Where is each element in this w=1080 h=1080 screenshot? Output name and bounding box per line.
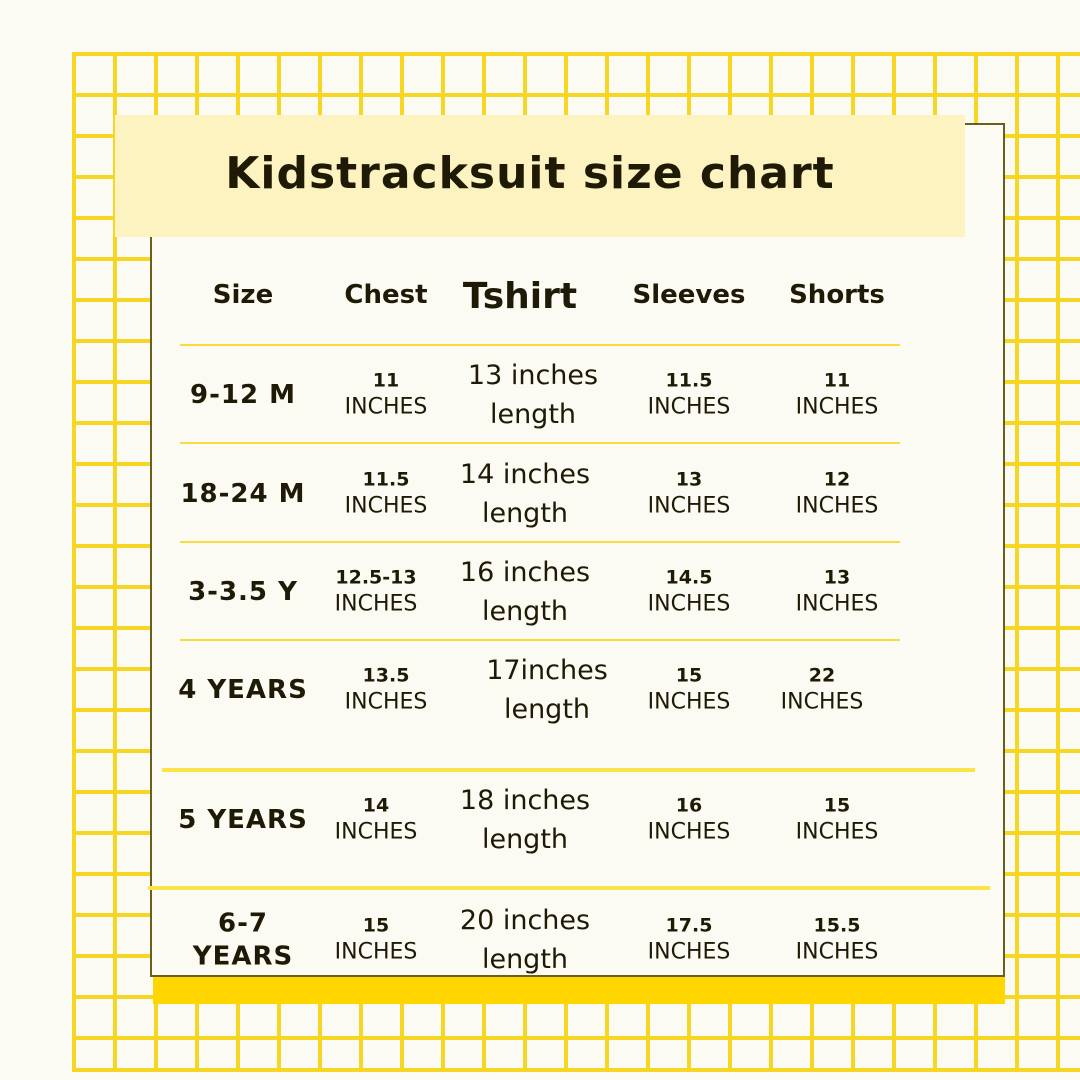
size-cell: 6-7 YEARS xyxy=(193,908,293,973)
sleeves-value: 14.5 xyxy=(665,566,713,589)
shorts-unit: INCHES xyxy=(795,939,879,965)
chest-unit: INCHES xyxy=(334,591,418,617)
chest-value: 14 xyxy=(362,794,390,817)
sleeves-value: 17.5 xyxy=(665,914,713,937)
shorts-cell: 11 INCHES xyxy=(796,369,879,420)
sleeves-cell: 14.5 INCHES xyxy=(648,566,731,617)
row-divider xyxy=(148,886,990,890)
shorts-unit: INCHES xyxy=(795,819,879,845)
chest-cell: 11.5 INCHES xyxy=(345,468,428,519)
shorts-value: 12 xyxy=(823,468,851,491)
chest-unit: INCHES xyxy=(344,493,428,519)
sleeves-unit: INCHES xyxy=(647,493,731,519)
size-label: 5 YEARS xyxy=(178,804,308,835)
chest-cell: 14 INCHES xyxy=(335,794,418,845)
chest-cell: 13.5 INCHES xyxy=(345,664,428,715)
chest-value: 11.5 xyxy=(362,468,410,491)
size-cell: 4 YEARS xyxy=(178,674,308,707)
row-divider xyxy=(180,442,900,444)
chest-unit: INCHES xyxy=(344,689,428,715)
size-label: 6-7 YEARS xyxy=(192,908,294,972)
shorts-value: 13 xyxy=(823,566,851,589)
tshirt-cell: 14 inches length xyxy=(460,455,590,533)
size-label: 3-3.5 Y xyxy=(188,576,298,607)
sleeves-value: 13 xyxy=(675,468,703,491)
tshirt-cell: 13 inches length xyxy=(468,356,598,434)
shorts-value: 15 xyxy=(823,794,851,817)
shorts-value: 22 xyxy=(808,664,836,687)
sleeves-unit: INCHES xyxy=(647,591,731,617)
row-divider xyxy=(180,541,900,543)
size-label: 18-24 M xyxy=(180,478,306,509)
sleeves-value: 15 xyxy=(675,664,703,687)
shorts-cell: 15 INCHES xyxy=(796,794,879,845)
chest-value: 12.5-13 xyxy=(335,566,417,589)
size-label: 4 YEARS xyxy=(178,674,308,705)
size-label: 9-12 M xyxy=(190,379,296,410)
sleeves-value: 16 xyxy=(675,794,703,817)
sleeves-cell: 15 INCHES xyxy=(648,664,731,715)
size-cell: 9-12 M xyxy=(190,379,296,412)
tshirt-cell: 20 inches length xyxy=(460,901,590,979)
chest-unit: INCHES xyxy=(334,939,418,965)
shorts-cell: 22 INCHES xyxy=(781,664,864,715)
header-size: Size xyxy=(212,280,274,310)
chest-unit: INCHES xyxy=(344,394,428,420)
sleeves-cell: 16 INCHES xyxy=(648,794,731,845)
sleeves-cell: 13 INCHES xyxy=(648,468,731,519)
shorts-cell: 15.5 INCHES xyxy=(796,914,879,965)
chest-cell: 12.5-13 INCHES xyxy=(335,566,418,617)
chest-value: 13.5 xyxy=(362,664,410,687)
tshirt-length: 14 inches length xyxy=(459,458,591,529)
header-tshirt: Tshirt xyxy=(462,276,578,317)
header-sleeves: Sleeves xyxy=(632,280,746,310)
chest-unit: INCHES xyxy=(334,819,418,845)
shorts-unit: INCHES xyxy=(780,689,864,715)
chart-title: Kidstracksuit size chart xyxy=(225,148,835,199)
shorts-unit: INCHES xyxy=(795,493,879,519)
tshirt-length: 16 inches length xyxy=(459,556,591,627)
chest-value: 15 xyxy=(362,914,390,937)
header-shorts: Shorts xyxy=(789,280,885,310)
bottom-bar xyxy=(153,977,1005,1004)
sleeves-unit: INCHES xyxy=(647,689,731,715)
shorts-value: 11 xyxy=(823,369,851,392)
shorts-unit: INCHES xyxy=(795,394,879,420)
title-band xyxy=(115,115,965,237)
sleeves-unit: INCHES xyxy=(647,394,731,420)
tshirt-cell: 17inches length xyxy=(486,651,608,729)
size-cell: 3-3.5 Y xyxy=(188,576,298,609)
shorts-cell: 12 INCHES xyxy=(796,468,879,519)
shorts-value: 15.5 xyxy=(813,914,861,937)
chest-cell: 15 INCHES xyxy=(335,914,418,965)
sleeves-value: 11.5 xyxy=(665,369,713,392)
sleeves-unit: INCHES xyxy=(647,939,731,965)
sleeves-unit: INCHES xyxy=(647,819,731,845)
row-divider xyxy=(180,639,900,641)
row-divider xyxy=(162,768,975,772)
row-divider xyxy=(180,344,900,346)
tshirt-length: 18 inches length xyxy=(459,784,591,855)
tshirt-length: 17inches length xyxy=(486,654,608,725)
sleeves-cell: 17.5 INCHES xyxy=(648,914,731,965)
size-cell: 5 YEARS xyxy=(178,804,308,837)
tshirt-cell: 18 inches length xyxy=(460,781,590,859)
tshirt-length: 13 inches length xyxy=(467,359,599,430)
size-cell: 18-24 M xyxy=(180,478,305,511)
tshirt-cell: 16 inches length xyxy=(460,553,590,631)
header-chest: Chest xyxy=(344,280,428,310)
shorts-cell: 13 INCHES xyxy=(796,566,879,617)
chest-value: 11 xyxy=(372,369,400,392)
shorts-unit: INCHES xyxy=(795,591,879,617)
chest-cell: 11 INCHES xyxy=(345,369,428,420)
size-chart-card xyxy=(150,123,1005,977)
tshirt-length: 20 inches length xyxy=(459,904,591,975)
sleeves-cell: 11.5 INCHES xyxy=(648,369,731,420)
